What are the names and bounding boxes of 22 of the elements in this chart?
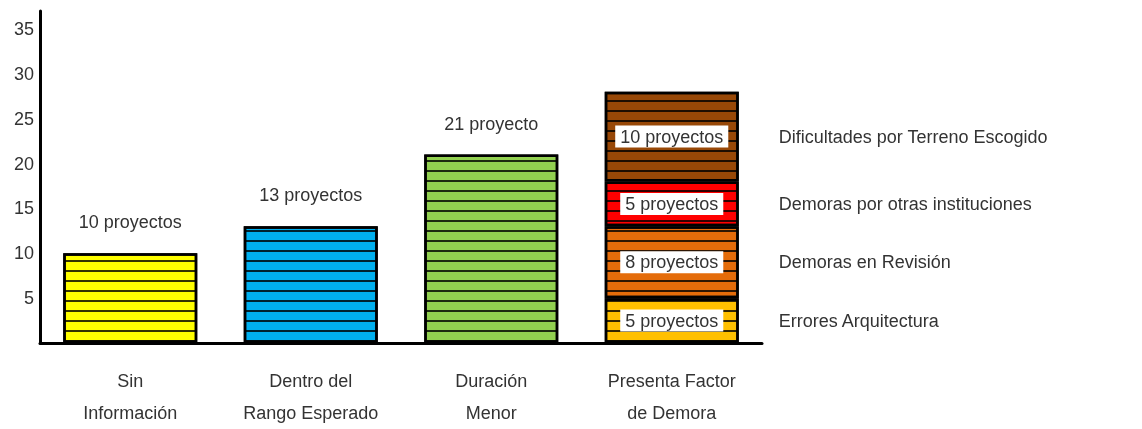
y-tick-label: 10 (13, 243, 34, 264)
y-tick-label: 25 (13, 108, 34, 129)
text: Demoras por otras instituciones (778, 193, 1032, 214)
data-label: 13 proyectos (259, 185, 363, 206)
text: Dificultades por Terreno Escogido (778, 126, 1048, 147)
y-tick-label: 20 (13, 153, 34, 174)
y-tick-label: 30 (13, 63, 34, 84)
text: Errores Arquitectura (778, 310, 940, 331)
x-tick-label: Sin Información (83, 371, 178, 423)
data-label: 10 proyectos (78, 212, 182, 233)
y-tick-label: 15 (13, 198, 34, 219)
y-tick-label: 35 (13, 18, 34, 39)
x-tick-label: Presenta Factor de Demora (607, 371, 736, 423)
data-label: 21 proyecto (444, 113, 539, 134)
x-tick-label: Dentro del Rango Esperado (243, 371, 379, 423)
y-tick-label: 5 (23, 288, 34, 309)
x-tick-label: Duración Menor (455, 371, 528, 423)
data-label: 8 proyectos (625, 252, 719, 273)
data-label: 5 proyectos (625, 193, 719, 214)
text: Demoras en Revisión (778, 252, 951, 273)
data-label: 5 proyectos (625, 310, 719, 331)
data-label: 10 proyectos (620, 126, 724, 147)
